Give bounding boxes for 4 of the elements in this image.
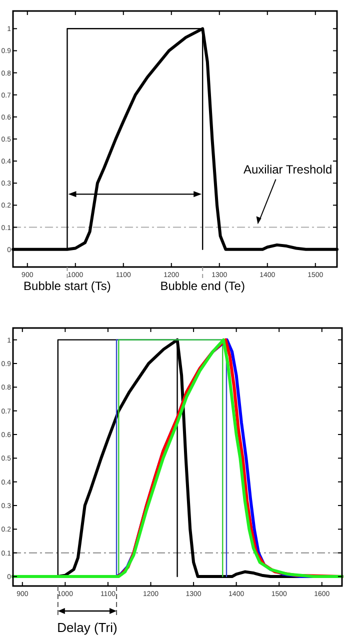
text: Bubble end (Te) <box>160 279 245 293</box>
text: Bubble start (Ts) <box>24 279 111 293</box>
text: Delay (Tri) <box>57 620 118 635</box>
annotation: Auxiliar Treshold <box>243 162 332 176</box>
